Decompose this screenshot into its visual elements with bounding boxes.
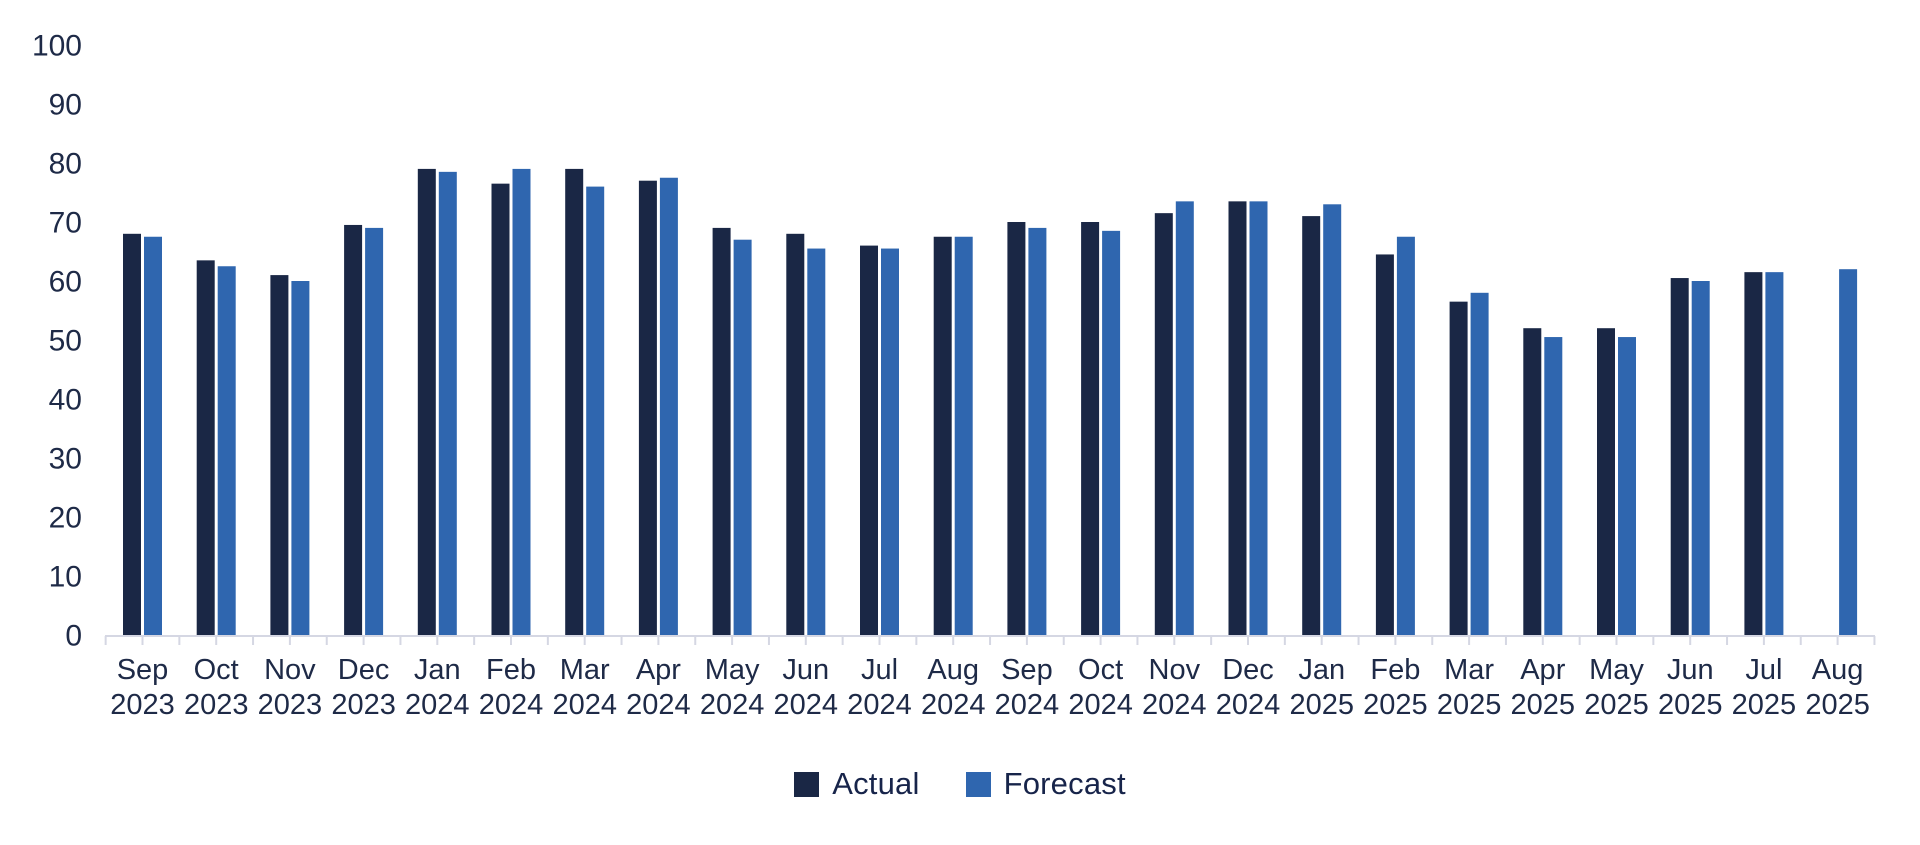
- legend-swatch-actual-icon: [794, 771, 820, 797]
- bar-actual-nov-2023: [270, 275, 289, 635]
- bar-actual-feb-2025: [1375, 254, 1394, 635]
- bar-forecast-mar-2025: [1470, 292, 1489, 635]
- bar-actual-nov-2024: [1154, 213, 1173, 635]
- bar-actual-jan-2025: [1302, 216, 1321, 635]
- bar-forecast-oct-2024: [1102, 230, 1121, 635]
- bar-actual-dec-2023: [344, 224, 363, 635]
- y-axis-label: 10: [49, 561, 82, 594]
- bar-forecast-jan-2024: [438, 171, 457, 635]
- bar-forecast-aug-2024: [954, 236, 973, 635]
- y-axis-label: 90: [49, 89, 82, 122]
- x-axis-label: Feb 2024: [479, 654, 544, 721]
- x-axis-label: Mar 2025: [1437, 654, 1502, 721]
- x-axis-label: Nov 2024: [1142, 654, 1207, 721]
- bar-forecast-jun-2024: [807, 248, 826, 636]
- bar-forecast-aug-2025: [1839, 269, 1858, 635]
- bar-forecast-feb-2024: [512, 168, 531, 635]
- y-axis-label: 100: [32, 30, 82, 63]
- x-axis-label: Mar 2024: [552, 654, 617, 721]
- bar-actual-jul-2025: [1744, 272, 1763, 635]
- bar-actual-jun-2024: [786, 233, 805, 636]
- chart-legend: Actual Forecast: [0, 758, 1920, 810]
- x-axis-label: Jan 2025: [1289, 654, 1354, 721]
- y-axis-label: 0: [65, 620, 82, 653]
- bar-forecast-nov-2023: [291, 281, 310, 635]
- bar-forecast-dec-2023: [365, 227, 384, 635]
- bar-actual-sep-2024: [1007, 222, 1026, 635]
- bar-actual-jul-2024: [860, 245, 878, 635]
- bar-actual-may-2024: [712, 227, 731, 635]
- bar-actual-oct-2023: [196, 260, 215, 635]
- bar-actual-may-2025: [1597, 328, 1615, 635]
- bar-forecast-sep-2024: [1028, 227, 1047, 635]
- bar-actual-mar-2024: [565, 168, 584, 635]
- bar-actual-mar-2025: [1449, 301, 1468, 635]
- x-axis-label: Aug 2024: [921, 654, 986, 721]
- x-axis-label: Feb 2025: [1363, 654, 1428, 721]
- bar-forecast-apr-2025: [1544, 337, 1563, 635]
- x-axis-label: Jul 2025: [1732, 654, 1797, 721]
- bar-forecast-may-2025: [1618, 337, 1636, 635]
- x-axis-label: Oct 2024: [1068, 654, 1133, 721]
- bar-actual-jun-2025: [1670, 278, 1689, 635]
- bar-forecast-nov-2024: [1175, 201, 1194, 635]
- bar-forecast-jul-2025: [1765, 272, 1784, 635]
- bar-forecast-sep-2023: [144, 236, 162, 635]
- legend-swatch-forecast-icon: [965, 771, 991, 797]
- bar-forecast-may-2024: [733, 239, 752, 635]
- bar-forecast-oct-2023: [217, 266, 236, 635]
- bar-forecast-apr-2024: [659, 177, 678, 635]
- x-axis-label: Sep 2024: [995, 654, 1060, 721]
- y-axis-label: 80: [49, 148, 82, 181]
- x-axis-label: Dec 2023: [331, 654, 396, 721]
- x-axis-label: Apr 2025: [1511, 654, 1576, 721]
- bar-actual-jan-2024: [417, 168, 436, 635]
- bar-forecast-jan-2025: [1323, 204, 1342, 636]
- bar-actual-aug-2024: [933, 236, 952, 635]
- x-axis-label: Jan 2024: [405, 654, 470, 721]
- y-axis-label: 60: [49, 266, 82, 299]
- legend-label-actual: Actual: [832, 766, 920, 801]
- x-axis-label: May 2024: [700, 654, 765, 721]
- bar-forecast-jun-2025: [1691, 281, 1710, 635]
- bar-forecast-dec-2024: [1249, 201, 1268, 635]
- bar-actual-sep-2023: [123, 233, 141, 636]
- legend-label-forecast: Forecast: [1003, 766, 1126, 801]
- bar-forecast-feb-2025: [1396, 236, 1415, 635]
- x-axis-label: Jun 2024: [774, 654, 839, 721]
- x-axis-label: Sep 2023: [110, 654, 175, 721]
- x-axis-label: Oct 2023: [184, 654, 249, 721]
- y-axis-label: 30: [49, 443, 82, 476]
- x-axis-label: Jun 2025: [1658, 654, 1723, 721]
- x-axis-label: May 2025: [1584, 654, 1649, 721]
- legend-item-actual: Actual: [794, 766, 919, 802]
- x-axis-label: Nov 2023: [258, 654, 323, 721]
- y-axis-label: 70: [49, 207, 82, 240]
- bar-forecast-mar-2024: [586, 186, 605, 635]
- bar-actual-apr-2024: [638, 180, 657, 635]
- x-axis-label: Dec 2024: [1216, 654, 1281, 721]
- bar-actual-oct-2024: [1081, 222, 1100, 635]
- x-axis-label: Jul 2024: [847, 654, 912, 721]
- x-axis-label: Aug 2025: [1805, 654, 1870, 721]
- legend-item-forecast: Forecast: [965, 766, 1126, 802]
- x-axis-label: Apr 2024: [626, 654, 691, 721]
- y-axis-label: 40: [49, 384, 82, 417]
- bar-actual-apr-2025: [1523, 328, 1542, 635]
- bar-actual-feb-2024: [491, 183, 510, 635]
- bar-actual-dec-2024: [1228, 201, 1247, 635]
- y-axis-label: 50: [49, 325, 82, 358]
- y-axis-label: 20: [49, 502, 82, 535]
- bar-forecast-jul-2024: [881, 248, 899, 636]
